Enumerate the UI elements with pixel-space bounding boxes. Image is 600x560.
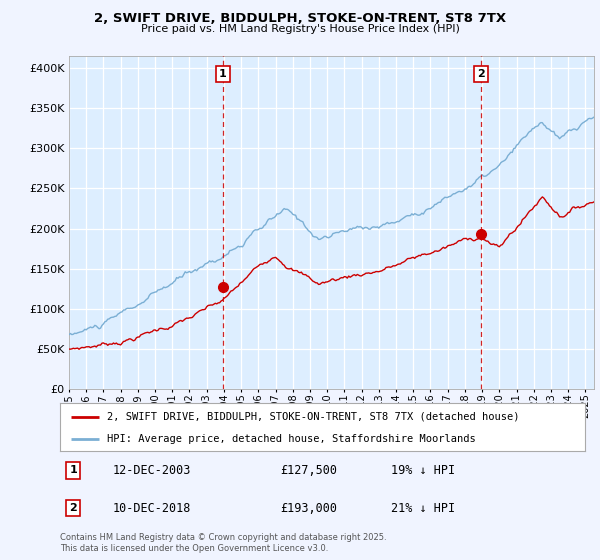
Text: 21% ↓ HPI: 21% ↓ HPI xyxy=(391,502,455,515)
Text: 2, SWIFT DRIVE, BIDDULPH, STOKE-ON-TRENT, ST8 7TX: 2, SWIFT DRIVE, BIDDULPH, STOKE-ON-TRENT… xyxy=(94,12,506,25)
Text: 2: 2 xyxy=(477,69,485,78)
Text: 2, SWIFT DRIVE, BIDDULPH, STOKE-ON-TRENT, ST8 7TX (detached house): 2, SWIFT DRIVE, BIDDULPH, STOKE-ON-TRENT… xyxy=(107,412,520,422)
Text: £193,000: £193,000 xyxy=(281,502,337,515)
Text: 10-DEC-2018: 10-DEC-2018 xyxy=(113,502,191,515)
Text: 1: 1 xyxy=(69,465,77,475)
Text: 1: 1 xyxy=(218,69,226,78)
Text: HPI: Average price, detached house, Staffordshire Moorlands: HPI: Average price, detached house, Staf… xyxy=(107,434,476,444)
Text: Price paid vs. HM Land Registry's House Price Index (HPI): Price paid vs. HM Land Registry's House … xyxy=(140,24,460,34)
Text: 19% ↓ HPI: 19% ↓ HPI xyxy=(391,464,455,477)
Text: Contains HM Land Registry data © Crown copyright and database right 2025.
This d: Contains HM Land Registry data © Crown c… xyxy=(60,533,386,553)
Text: 12-DEC-2003: 12-DEC-2003 xyxy=(113,464,191,477)
Text: £127,500: £127,500 xyxy=(281,464,337,477)
Text: 2: 2 xyxy=(69,503,77,513)
